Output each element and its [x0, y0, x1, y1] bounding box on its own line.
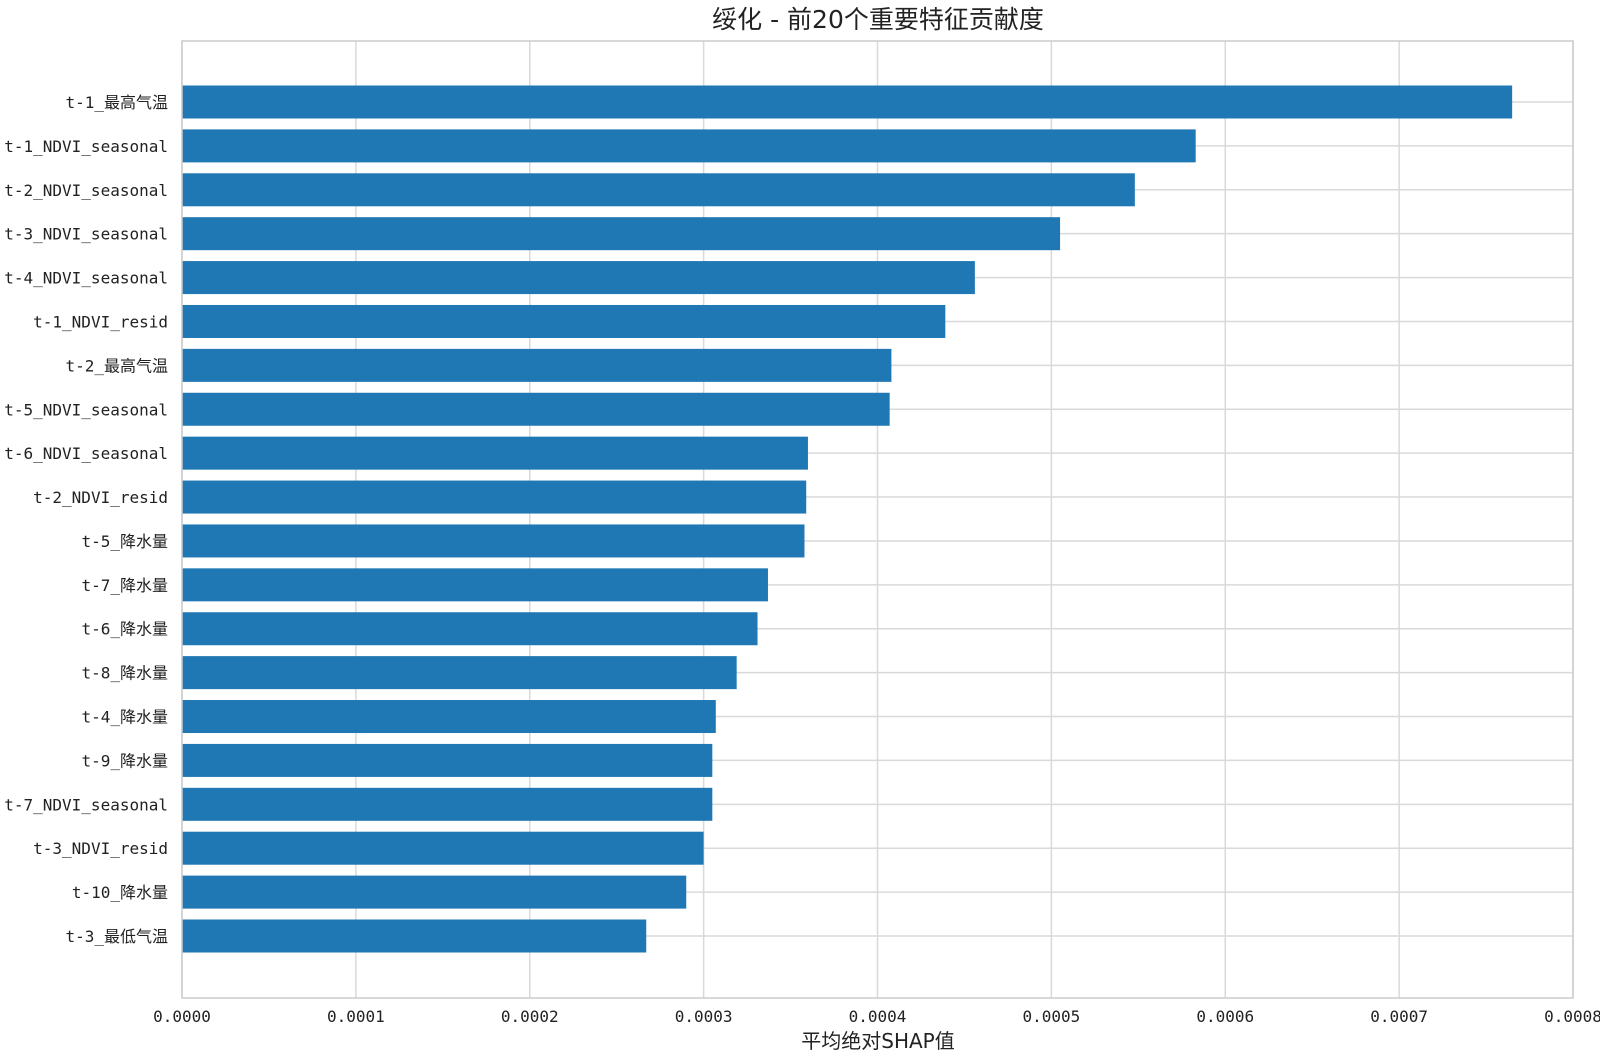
x-tick-label: 0.0005: [1022, 1007, 1080, 1026]
bar: [182, 217, 1061, 251]
y-tick-label: t-5_NDVI_seasonal: [4, 400, 168, 419]
y-tick-label: t-4_NDVI_seasonal: [4, 269, 168, 288]
y-tick-label: t-1_NDVI_resid: [33, 312, 168, 331]
y-tick-label: t-3_NDVI_resid: [33, 839, 168, 858]
y-tick-label: t-8_降水量: [81, 664, 168, 683]
y-tick-label: t-2_NDVI_resid: [33, 488, 168, 507]
bar: [182, 656, 737, 690]
x-tick-label: 0.0000: [153, 1007, 211, 1026]
bar: [182, 348, 892, 382]
bar: [182, 304, 946, 338]
bar: [182, 129, 1196, 163]
bar: [182, 612, 758, 646]
bar: [182, 700, 716, 734]
y-tick-label: t-9_降水量: [81, 751, 168, 770]
bar: [182, 875, 687, 909]
bar: [182, 261, 975, 295]
bar: [182, 173, 1135, 207]
y-tick-label: t-2_最高气温: [65, 356, 168, 375]
y-tick-label: t-3_NDVI_seasonal: [4, 225, 168, 244]
y-tick-label: t-10_降水量: [72, 883, 168, 902]
y-tick-label: t-4_降水量: [81, 708, 168, 727]
y-tick-label: t-7_降水量: [81, 576, 168, 595]
x-tick-label: 0.0001: [327, 1007, 385, 1026]
y-tick-label: t-1_NDVI_seasonal: [4, 137, 168, 156]
y-tick-label: t-2_NDVI_seasonal: [4, 181, 168, 200]
bar: [182, 524, 805, 558]
bar: [182, 831, 704, 865]
chart-title: 绥化 - 前20个重要特征贡献度: [712, 5, 1044, 34]
bar: [182, 787, 713, 821]
bar: [182, 568, 768, 602]
bar: [182, 480, 807, 514]
x-axis-label: 平均绝对SHAP值: [801, 1029, 954, 1053]
y-tick-label: t-3_最低气温: [65, 927, 168, 946]
y-axis-ticks: t-1_最高气温 t-1_NDVI_seasonal t-2_NDVI_season…: [4, 93, 168, 946]
x-tick-label: 0.0008: [1544, 1007, 1600, 1026]
x-axis-ticks: 0.0000 0.0001 0.0002 0.0003 0.0004 0.0005 0.00…: [153, 1007, 1600, 1026]
x-tick-label: 0.0003: [675, 1007, 733, 1026]
bar: [182, 392, 890, 426]
y-tick-label: t-5_降水量: [81, 532, 168, 551]
bars: [182, 85, 1513, 953]
bar: [182, 85, 1513, 119]
bar: [182, 743, 713, 777]
bar: [182, 436, 808, 470]
plot-frame: [181, 40, 1574, 999]
y-tick-label: t-6_降水量: [81, 620, 168, 639]
y-tick-label: t-1_最高气温: [65, 93, 168, 112]
x-tick-label: 0.0006: [1196, 1007, 1254, 1026]
y-tick-label: t-7_NDVI_seasonal: [4, 795, 168, 814]
bar: [182, 919, 647, 953]
x-tick-label: 0.0007: [1370, 1007, 1428, 1026]
x-tick-label: 0.0002: [501, 1007, 559, 1026]
x-tick-label: 0.0004: [849, 1007, 907, 1026]
y-tick-label: t-6_NDVI_seasonal: [4, 444, 168, 463]
